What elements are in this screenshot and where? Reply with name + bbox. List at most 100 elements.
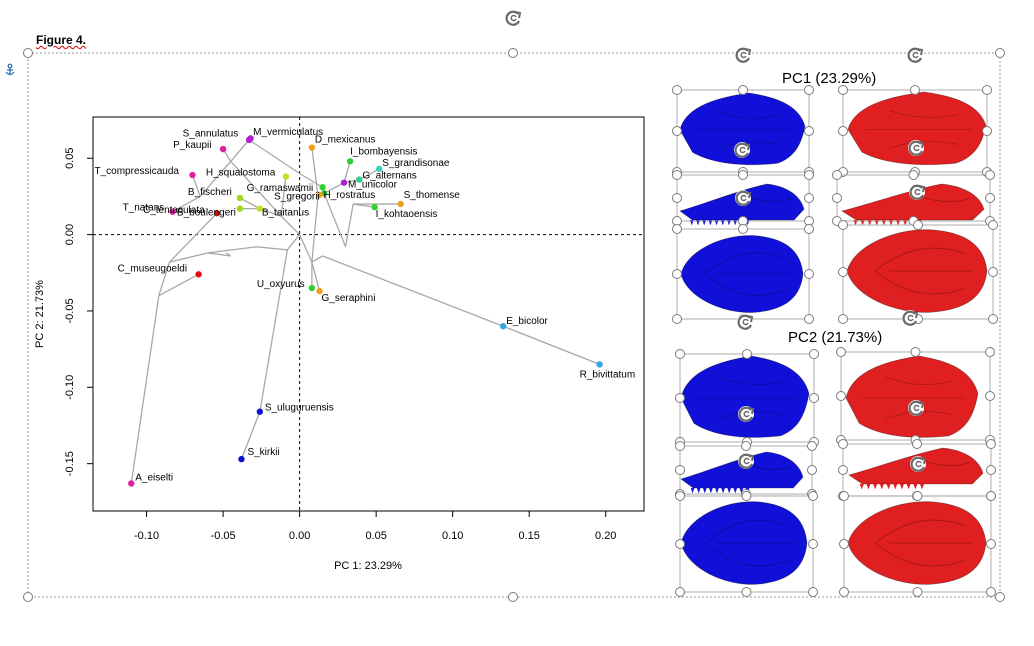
resize-handle[interactable] [672,224,682,234]
resize-handle[interactable] [838,465,848,475]
rotate-icon[interactable] [505,10,522,26]
resize-handle[interactable] [910,347,921,357]
resize-handle[interactable] [913,220,923,230]
resize-handle[interactable] [985,170,995,180]
resize-handle[interactable] [995,592,1005,602]
resize-handle[interactable] [508,48,518,58]
resize-handle[interactable] [836,347,846,357]
resize-handle[interactable] [982,126,992,136]
selection-handles[interactable] [23,10,1005,602]
resize-handle[interactable] [985,347,995,357]
resize-handle[interactable] [910,85,920,95]
resize-handle[interactable] [672,269,682,279]
resize-handle[interactable] [832,193,842,203]
resize-handle[interactable] [804,170,814,180]
rotate-icon[interactable] [902,310,919,326]
resize-handle[interactable] [738,85,748,95]
resize-handle[interactable] [23,48,33,58]
resize-handle[interactable] [838,85,848,95]
resize-handle[interactable] [912,587,923,597]
point-label: C_museugoeldi [118,263,188,274]
resize-handle[interactable] [741,491,752,501]
rotate-icon[interactable] [907,47,924,63]
resize-handle[interactable] [23,592,33,602]
plot-area [92,116,645,512]
resize-handle[interactable] [804,126,814,136]
resize-handle[interactable] [672,314,682,324]
x-tick-label: 0.10 [442,530,463,542]
resize-handle[interactable] [982,85,992,95]
resize-handle[interactable] [804,224,814,234]
rotate-icon[interactable] [908,400,925,416]
resize-handle[interactable] [912,491,923,501]
resize-handle[interactable] [508,592,518,602]
resize-handle[interactable] [839,587,849,597]
resize-handle[interactable] [738,170,748,180]
resize-handle[interactable] [808,539,818,549]
resize-handle[interactable] [675,587,685,597]
resize-handle[interactable] [675,393,685,403]
resize-handle[interactable] [672,126,682,136]
rotate-icon[interactable] [737,314,754,330]
resize-handle[interactable] [808,587,818,597]
resize-handle[interactable] [838,220,848,230]
rotate-icon[interactable] [735,190,752,206]
rotate-icon[interactable] [734,142,751,158]
tree-edge [280,176,287,217]
resize-handle[interactable] [988,220,998,230]
y-tick-label: 0.00 [64,224,76,245]
resize-handle[interactable] [985,193,995,203]
resize-handle[interactable] [741,587,752,597]
resize-handle[interactable] [986,587,996,597]
anchor-icon[interactable] [5,63,15,76]
rotate-icon[interactable] [908,140,925,156]
resize-handle[interactable] [672,170,682,180]
resize-handle[interactable] [988,314,998,324]
resize-handle[interactable] [804,193,814,203]
resize-handle[interactable] [741,441,751,451]
resize-handle[interactable] [908,170,919,180]
resize-handle[interactable] [804,314,814,324]
rotate-icon[interactable] [735,47,752,63]
point-label: C_tentaculata [143,205,205,216]
resize-handle[interactable] [807,465,817,475]
resize-handle[interactable] [986,439,996,449]
resize-handle[interactable] [839,539,849,549]
resize-handle[interactable] [832,170,842,180]
resize-handle[interactable] [675,441,685,451]
resize-handle[interactable] [838,126,848,136]
rotate-icon[interactable] [738,406,755,422]
resize-handle[interactable] [838,267,848,277]
resize-handle[interactable] [986,539,996,549]
resize-handle[interactable] [986,465,996,475]
resize-handle[interactable] [675,491,685,501]
resize-handle[interactable] [742,349,752,359]
resize-handle[interactable] [836,391,846,401]
resize-handle[interactable] [912,439,922,449]
resize-handle[interactable] [985,391,995,401]
resize-handle[interactable] [672,193,682,203]
rotate-icon[interactable] [910,456,927,472]
resize-handle[interactable] [672,85,682,95]
rotate-icon[interactable] [738,453,755,469]
resize-handle[interactable] [809,349,819,359]
resize-handle[interactable] [988,267,998,277]
resize-handle[interactable] [675,465,685,475]
resize-handle[interactable] [675,349,685,359]
resize-handle[interactable] [804,269,814,279]
resize-handle[interactable] [838,314,848,324]
phylogeny-tree [130,137,600,484]
point-label: E_bicolor [506,316,548,327]
resize-handle[interactable] [675,539,685,549]
resize-handle[interactable] [804,85,814,95]
rotate-icon[interactable] [909,184,926,200]
resize-handle[interactable] [807,441,817,451]
resize-handle[interactable] [838,439,848,449]
resize-handle[interactable] [995,48,1005,58]
resize-handle[interactable] [808,491,818,501]
data-point [499,323,507,330]
resize-handle[interactable] [839,491,849,501]
resize-handle[interactable] [809,393,819,403]
resize-handle[interactable] [738,224,748,234]
resize-handle[interactable] [986,491,996,501]
